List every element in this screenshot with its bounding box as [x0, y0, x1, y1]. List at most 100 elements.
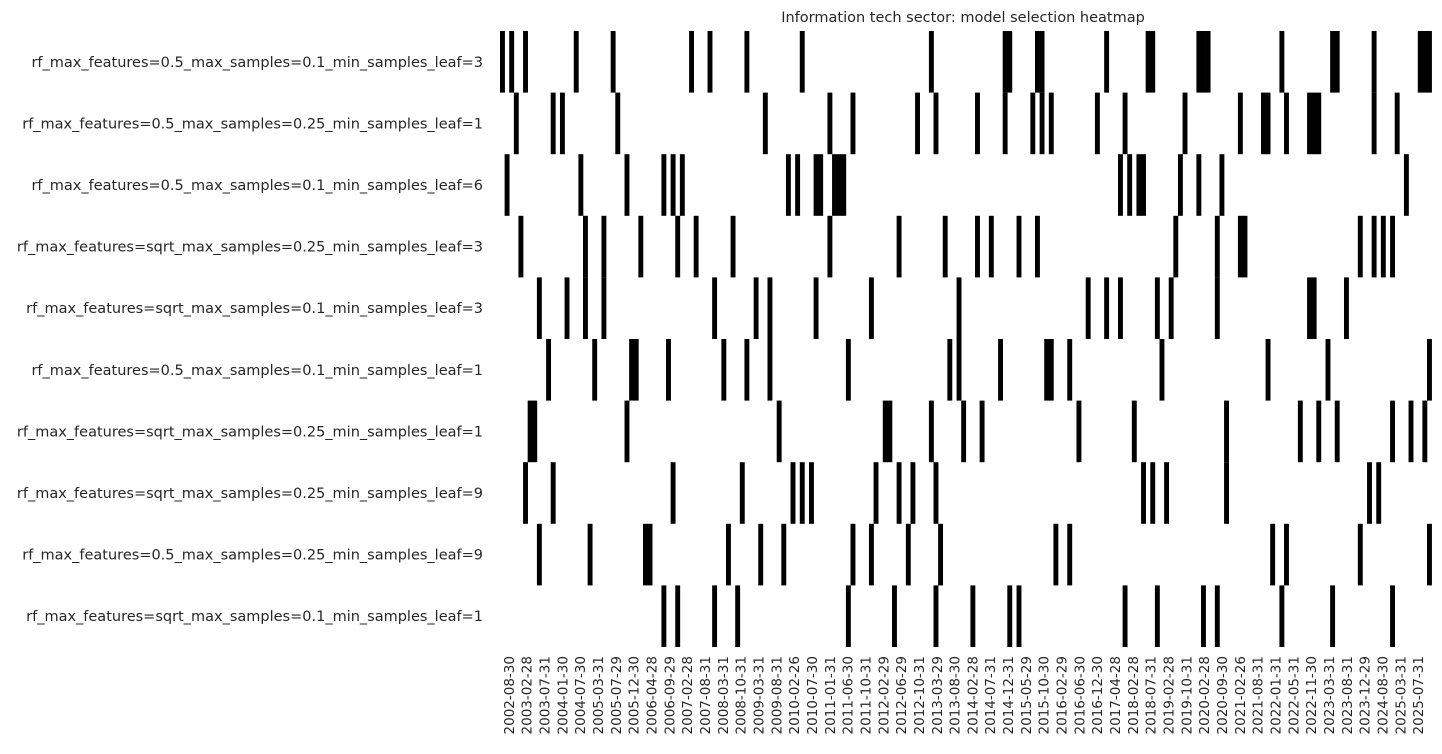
heatmap-cell [1376, 462, 1382, 524]
x-tick-label: 2022-05-31 [1286, 656, 1302, 734]
heatmap-cell [735, 585, 741, 647]
heatmap-cell [1297, 400, 1303, 463]
heatmap-cell [564, 277, 570, 339]
heatmap-cell [1002, 31, 1008, 93]
x-tick-label: 2016-02-29 [1055, 656, 1071, 734]
heatmap-cell [1417, 31, 1423, 93]
heatmap-cell [1260, 92, 1266, 155]
heatmap-cell [975, 215, 980, 278]
x-tick-label: 2009-03-31 [751, 656, 767, 734]
heatmap-cell [896, 215, 902, 278]
heatmap-cell [518, 215, 524, 278]
heatmap-row [661, 585, 1396, 647]
heatmap-cell [933, 92, 939, 155]
heatmap-cell [500, 31, 505, 93]
x-tick-label: 2025-07-31 [1411, 656, 1427, 734]
x-tick-label: 2004-01-30 [555, 656, 571, 734]
x-tick-label: 2017-04-28 [1108, 656, 1124, 734]
heatmap-cell [633, 339, 639, 401]
heatmap-cell [892, 585, 897, 647]
y-tick-label: rf_max_features=0.5_max_samples=0.1_min_… [31, 363, 483, 379]
heatmap-cell [638, 215, 644, 278]
heatmap-cell [550, 92, 556, 155]
heatmap-cell [1279, 31, 1285, 93]
heatmap-cell [573, 31, 579, 93]
y-tick-label: rf_max_features=sqrt_max_samples=0.1_min… [26, 609, 483, 625]
heatmap-cell [523, 462, 528, 524]
x-tick-label: 2015-05-29 [1019, 656, 1035, 734]
heatmap-cell [587, 523, 593, 586]
heatmap-cell [850, 92, 856, 155]
heatmap-cell [1422, 400, 1428, 463]
heatmap-cell [1094, 92, 1100, 155]
heatmap-cell [693, 215, 699, 278]
x-tick-label: 2013-03-29 [930, 656, 946, 734]
heatmap-cell [1343, 277, 1349, 339]
heatmap-cell [1311, 277, 1317, 339]
heatmap-cell [1039, 92, 1045, 155]
heatmap-cell [550, 462, 556, 524]
x-tick-label: 2012-10-31 [912, 656, 928, 734]
heatmap-cell [827, 215, 833, 278]
x-tick-label: 2015-10-30 [1037, 656, 1053, 734]
x-tick-label: 2023-12-29 [1358, 656, 1374, 734]
heatmap-cell [509, 31, 515, 93]
y-axis-labels: rf_max_features=0.5_max_samples=0.1_min_… [17, 55, 483, 625]
heatmap-cell [615, 92, 621, 155]
heatmap-cell [730, 215, 736, 278]
heatmap-cell [1427, 523, 1432, 586]
heatmap-cell [841, 154, 847, 216]
heatmap-cell [1325, 339, 1331, 401]
heatmap-cell [523, 31, 528, 93]
y-tick-label: rf_max_features=sqrt_max_samples=0.25_mi… [17, 424, 483, 440]
heatmap-cell [1422, 31, 1428, 93]
heatmap-row [513, 92, 1400, 155]
x-tick-label: 2022-01-31 [1268, 656, 1284, 734]
heatmap-cell [1219, 154, 1225, 216]
heatmap-cell [670, 154, 676, 216]
heatmap-row [523, 462, 1382, 524]
heatmap-cell [818, 154, 824, 216]
heatmap-area [500, 31, 1432, 647]
x-tick-label: 2019-02-28 [1162, 656, 1178, 734]
heatmap-cell [1307, 92, 1312, 155]
x-tick-label: 2018-02-28 [1126, 656, 1142, 734]
heatmap-cell [1141, 462, 1146, 524]
heatmap-cell [938, 523, 944, 586]
heatmap-cell [527, 400, 533, 463]
heatmap-cell [928, 400, 934, 463]
heatmap-cell [601, 277, 607, 339]
y-tick-label: rf_max_features=0.5_max_samples=0.1_min_… [31, 55, 483, 71]
heatmap-cell [1164, 462, 1170, 524]
heatmap-cell [1007, 31, 1013, 93]
x-tick-label: 2006-09-29 [662, 656, 678, 734]
heatmap-cell [928, 31, 934, 93]
x-tick-label: 2021-08-31 [1251, 656, 1267, 734]
heatmap-cell [827, 92, 833, 155]
heatmap-cell [592, 339, 598, 401]
heatmap-cell [1265, 339, 1271, 401]
chart-title: Information tech sector: model selection… [781, 10, 1145, 26]
heatmap-cell [642, 523, 648, 586]
heatmap-cell [785, 154, 791, 216]
heatmap-cell [1196, 154, 1202, 216]
heatmap-cell [1284, 92, 1289, 155]
x-tick-label: 2002-08-30 [502, 656, 518, 734]
x-tick-label: 2011-01-31 [823, 656, 839, 734]
heatmap-cell [915, 92, 920, 155]
heatmap-cell [1316, 92, 1322, 155]
heatmap-cell [887, 400, 893, 463]
x-tick-label: 2014-07-31 [983, 656, 999, 734]
heatmap-cell [799, 31, 805, 93]
heatmap-cell [1136, 154, 1142, 216]
x-tick-label: 2007-08-31 [698, 656, 714, 734]
heatmap-cell [868, 277, 874, 339]
heatmap-cell [905, 523, 911, 586]
heatmap-cell [1104, 277, 1110, 339]
heatmap-cell [666, 339, 671, 401]
y-tick-label: rf_max_features=sqrt_max_samples=0.25_mi… [17, 240, 483, 256]
heatmap-cell [1122, 92, 1128, 155]
heatmap-cell [744, 339, 750, 401]
heatmap-cell [868, 523, 874, 586]
heatmap-cell [1173, 215, 1179, 278]
